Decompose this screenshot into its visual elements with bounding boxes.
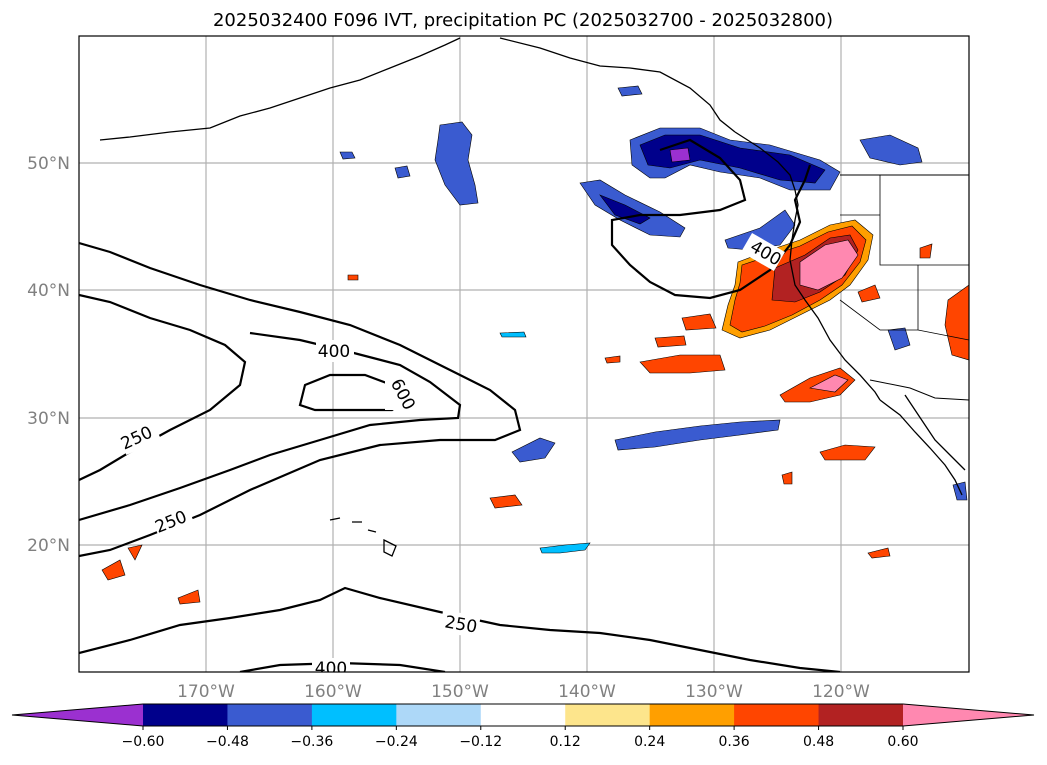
map-frame [78, 35, 970, 673]
positive-pc-shading [101, 219, 969, 605]
pc-patch-pos-small-3 [347, 274, 359, 281]
pc-patch-pos-small-6 [919, 243, 933, 259]
border-us-mexico [869, 379, 969, 401]
pc-patch-pos-small-2 [867, 547, 891, 559]
pc-patch-pos-midocean-3 [654, 335, 687, 348]
negative-pc-shading [339, 85, 968, 554]
ivt-contour-400-west [79, 293, 247, 481]
pc-patch-neg-small-3 [499, 331, 527, 338]
colorbar-tick-label: −0.60 [122, 734, 165, 750]
ivt-contour-250-upper [79, 241, 522, 558]
colorbar-segment [565, 704, 651, 726]
pc-patch-neg-subtrop-band [614, 419, 781, 451]
colorbar-tick-label: −0.24 [375, 734, 418, 750]
pc-patch-neg-coast-bc [724, 209, 796, 251]
coastline-hawaii [329, 517, 397, 557]
colorbar-segment [311, 704, 397, 726]
pc-patch-neg-small-2 [339, 151, 356, 160]
colorbar-segment [143, 704, 228, 726]
colorbar-segment [818, 704, 904, 726]
coastline-alaska-south [499, 37, 736, 133]
coastlines [99, 37, 969, 557]
lat-label-50n: 50°N [27, 154, 70, 174]
colorbar-tick-label: −0.36 [290, 734, 333, 750]
colorbar-tick-label: 0.12 [550, 734, 581, 750]
lon-label-160w: 160°W [304, 682, 362, 702]
pc-patch-pos-west-3 [177, 589, 201, 605]
pc-patch-neg-nw-small [617, 85, 643, 97]
colorbar-segment [227, 704, 313, 726]
colorbar-segment [649, 704, 735, 726]
pc-patch-neg-gulf-core [639, 134, 826, 184]
pc-patch-neg-rockies [859, 134, 923, 166]
longitude-labels: 170°W 160°W 150°W 140°W 130°W 120°W [177, 682, 870, 702]
colorbar-extend-max [903, 704, 1034, 726]
map-background [79, 36, 969, 672]
pc-patch-pos-small-5 [857, 284, 881, 303]
colorbar-tick-label: −0.48 [206, 734, 249, 750]
lon-label-150w: 150°W [431, 682, 489, 702]
lon-label-120w: 120°W [812, 682, 870, 702]
pc-patch-pos-150w [489, 494, 523, 509]
colorbar-tick-label: 0.60 [887, 734, 918, 750]
plot-title: 2025032400 F096 IVT, precipitation PC (2… [213, 10, 833, 31]
map-panel: 400 600 250 250 250 400 400 [78, 35, 970, 679]
pc-patch-pos-calif-peak [799, 239, 859, 291]
pc-patch-pos-west-1 [101, 559, 126, 581]
lon-label-140w: 140°W [558, 682, 616, 702]
ivt-contours [79, 138, 841, 672]
contour-label-bg [439, 609, 481, 639]
colorbar-segment [396, 704, 482, 726]
colorbar-tick-label: 0.24 [634, 734, 665, 750]
coastline-alaska-peninsula [99, 37, 461, 141]
contour-label-bg [312, 658, 350, 672]
pc-patch-neg-arc-core [599, 194, 651, 225]
coastline-baja-east [904, 394, 966, 471]
contour-label-400-c: 400 [315, 659, 347, 679]
lat-label-20n: 20°N [27, 536, 70, 556]
contour-label-bg [117, 419, 161, 455]
colorbar-tick-label: 0.48 [803, 734, 834, 750]
pc-patch-pos-small-1 [604, 355, 621, 364]
ivt-contour-400-ar [610, 138, 812, 300]
pc-patch-pos-midocean-1 [639, 354, 726, 374]
lat-label-30n: 30°N [27, 409, 70, 429]
border-states-1 [839, 175, 969, 341]
pc-patch-neg-gulf-purple [669, 147, 691, 163]
colorbar-segment [480, 704, 566, 726]
colorbar-extend-min [12, 704, 143, 726]
colorbar-tick-label: 0.36 [719, 734, 750, 750]
contour-label-400-a: 400 [318, 342, 350, 362]
pc-patch-pos-midocean-2 [681, 313, 717, 331]
contour-label-bg [316, 340, 354, 362]
pc-patch-pos-east-nevada [944, 284, 969, 361]
lon-label-170w: 170°W [177, 682, 235, 702]
pc-patch-neg-subtrop-small [511, 437, 556, 463]
coastline-baja [879, 399, 963, 496]
pc-patch-pos-west-2 [127, 544, 143, 561]
lat-label-40n: 40°N [27, 281, 70, 301]
pc-patch-pos-baja-core [809, 374, 849, 393]
pc-patch-neg-small-1 [394, 165, 411, 179]
lon-label-130w: 130°W [685, 682, 743, 702]
pc-patch-neg-arc [579, 179, 686, 238]
pc-patch-pos-midocean-4 [819, 444, 876, 461]
pc-patch-neg-hawaii-east [539, 542, 591, 554]
colorbar: −0.60 −0.48 −0.36 −0.24 −0.12 0.12 0.24 0.36 0.4… [11, 703, 1035, 750]
contour-label-bg [151, 503, 195, 539]
colorbar-tick-label: −0.12 [459, 734, 502, 750]
latitude-labels: 50°N 40°N 30°N 20°N [27, 154, 70, 556]
pc-patch-neg-nevada [887, 327, 911, 351]
coastline-bc-pacific-nw [734, 131, 881, 401]
colorbar-segment [734, 704, 820, 726]
contour-label-bg [385, 378, 413, 410]
pc-patch-pos-small-4 [781, 471, 793, 485]
ivt-contour-250-south [79, 586, 841, 672]
pc-patch-neg-160w [434, 121, 479, 206]
contour-label-bg [741, 232, 785, 272]
ivt-contour-400-inner [79, 331, 462, 522]
